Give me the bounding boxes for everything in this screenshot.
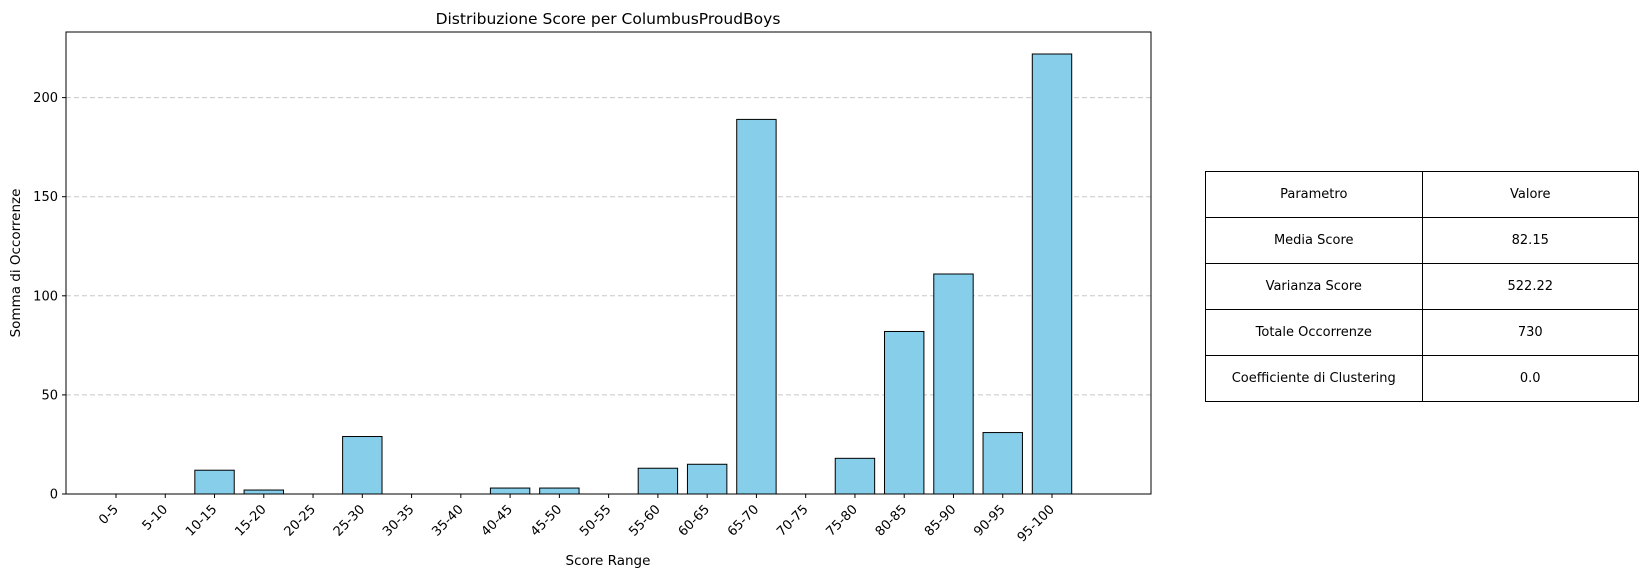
stats-param-cell: Media Score	[1205, 217, 1423, 264]
x-tick-label: 80-85	[873, 502, 910, 539]
bar	[637, 467, 679, 495]
y-axis-ticks: 0 50 100 150 200	[33, 91, 66, 503]
y-tick-label: 150	[33, 190, 58, 205]
x-tick-label: 70-75	[774, 502, 811, 539]
x-tick-label: 20-25	[282, 502, 319, 539]
table-row: Coefficiente di Clustering 0.0	[1205, 355, 1639, 402]
x-tick-label: 30-35	[380, 502, 417, 539]
x-tick-label: 55-60	[626, 502, 663, 539]
x-tick-label: 10-15	[183, 502, 220, 539]
x-tick-label: 25-30	[331, 502, 368, 539]
x-tick-label: 50-55	[577, 502, 614, 539]
bar	[933, 273, 974, 495]
stats-value-cell: 730	[1421, 309, 1639, 356]
x-tick-label: 60-65	[676, 502, 713, 539]
y-axis-label: Somma di Occorrenze	[8, 189, 24, 338]
stats-value-cell: 82.15	[1421, 217, 1639, 264]
x-tick-label: 5-10	[140, 502, 171, 533]
table-row: Totale Occorrenze 730	[1205, 309, 1639, 356]
y-tick-label: 200	[33, 91, 58, 106]
stats-header-value: Valore	[1421, 171, 1639, 218]
x-tick-label: 75-80	[823, 502, 860, 539]
stats-param-cell: Coefficiente di Clustering	[1205, 355, 1423, 402]
x-tick-label: 0-5	[96, 502, 122, 528]
x-tick-label: 15-20	[232, 502, 269, 539]
y-tick-label: 50	[41, 388, 58, 403]
x-tick-label: 95-100	[1015, 502, 1058, 545]
x-tick-label: 65-70	[725, 502, 762, 539]
bar	[686, 463, 728, 495]
bars	[194, 53, 1073, 495]
x-axis-label: Score Range	[566, 553, 651, 569]
x-tick-label: 35-40	[429, 502, 466, 539]
bar	[243, 489, 284, 495]
stats-param-cell: Varianza Score	[1205, 263, 1423, 310]
bar	[1031, 53, 1073, 495]
stats-value-cell: 522.22	[1421, 263, 1639, 310]
bar	[489, 487, 531, 495]
x-tick-label: 85-90	[922, 502, 959, 539]
stats-table: Parametro Valore Media Score 82.15 Varia…	[1205, 171, 1639, 402]
chart-title: Distribuzione Score per ColumbusProudBoy…	[436, 10, 781, 28]
table-row: Media Score 82.15	[1205, 217, 1639, 264]
table-row: Varianza Score 522.22	[1205, 263, 1639, 310]
y-tick-label: 100	[33, 289, 58, 304]
stats-value-cell: 0.0	[1421, 355, 1639, 402]
y-tick-label: 0	[50, 488, 58, 503]
bar	[736, 118, 777, 495]
y-gridlines	[66, 97, 1151, 396]
x-tick-label: 90-95	[971, 502, 1008, 539]
bar	[834, 457, 876, 495]
stats-header-param: Parametro	[1205, 171, 1423, 218]
stats-table-header-row: Parametro Valore	[1205, 171, 1639, 218]
bar	[884, 330, 925, 495]
stats-param-cell: Totale Occorrenze	[1205, 309, 1423, 356]
x-axis-ticks: 0-5 5-10 10-15 15-20 20-25 25-30 30-35 35-40 40-…	[96, 494, 1058, 545]
bar	[194, 469, 235, 495]
x-tick-label: 40-45	[479, 502, 516, 539]
bar	[982, 432, 1023, 495]
plot-frame	[65, 31, 1152, 495]
x-tick-label: 45-50	[528, 502, 565, 539]
bar	[342, 436, 383, 495]
bar	[539, 487, 580, 495]
